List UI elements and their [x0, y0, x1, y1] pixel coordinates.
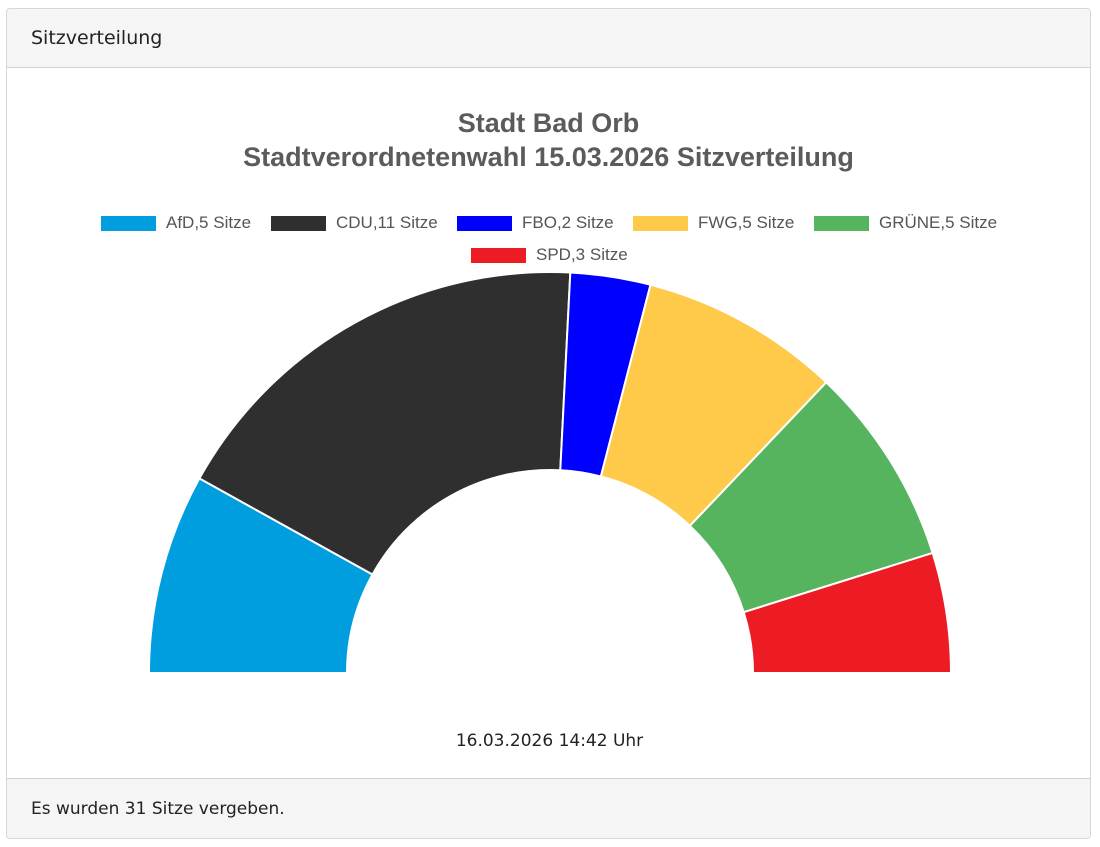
- half-donut-chart: [147, 271, 953, 674]
- panel-header: Sitzverteilung: [7, 9, 1090, 68]
- legend-label: CDU,11 Sitze: [336, 213, 438, 232]
- panel-footer: Es wurden 31 Sitze vergeben.: [7, 778, 1090, 838]
- legend-swatch: [457, 215, 512, 231]
- legend-swatch: [101, 215, 156, 231]
- seat-distribution-panel: Sitzverteilung Stadt Bad Orb Stadtverord…: [6, 8, 1091, 839]
- chart-subtitle: Stadtverordnetenwahl 15.03.2026 Sitzvert…: [243, 142, 854, 172]
- legend-label: FBO,2 Sitze: [522, 213, 614, 232]
- legend-item-afd[interactable]: AfD,5 Sitze: [101, 213, 251, 233]
- legend-swatch: [633, 215, 688, 231]
- segment-cdu[interactable]: [198, 271, 572, 576]
- chart-area: Stadt Bad Orb Stadtverordnetenwahl 15.03…: [7, 68, 1090, 780]
- legend-item-fwg[interactable]: FWG,5 Sitze: [633, 213, 794, 233]
- legend-item-spd[interactable]: SPD,3 Sitze: [471, 245, 628, 265]
- legend-item-cdu[interactable]: CDU,11 Sitze: [271, 213, 438, 233]
- legend-label: FWG,5 Sitze: [698, 213, 795, 232]
- legend-label: SPD,3 Sitze: [536, 245, 628, 264]
- legend-label: AfD,5 Sitze: [166, 213, 252, 232]
- legend-item-gruene[interactable]: GRÜNE,5 Sitze: [814, 213, 997, 233]
- legend-swatch: [471, 247, 526, 263]
- legend-swatch: [814, 215, 869, 231]
- legend-swatch: [271, 215, 326, 231]
- legend-item-fbo[interactable]: FBO,2 Sitze: [457, 213, 614, 233]
- chart-timestamp: 16.03.2026 14:42 Uhr: [455, 731, 644, 751]
- legend-label: GRÜNE,5 Sitze: [879, 213, 998, 232]
- chart-title: Stadt Bad Orb: [457, 108, 640, 138]
- segment-spd[interactable]: [742, 551, 953, 674]
